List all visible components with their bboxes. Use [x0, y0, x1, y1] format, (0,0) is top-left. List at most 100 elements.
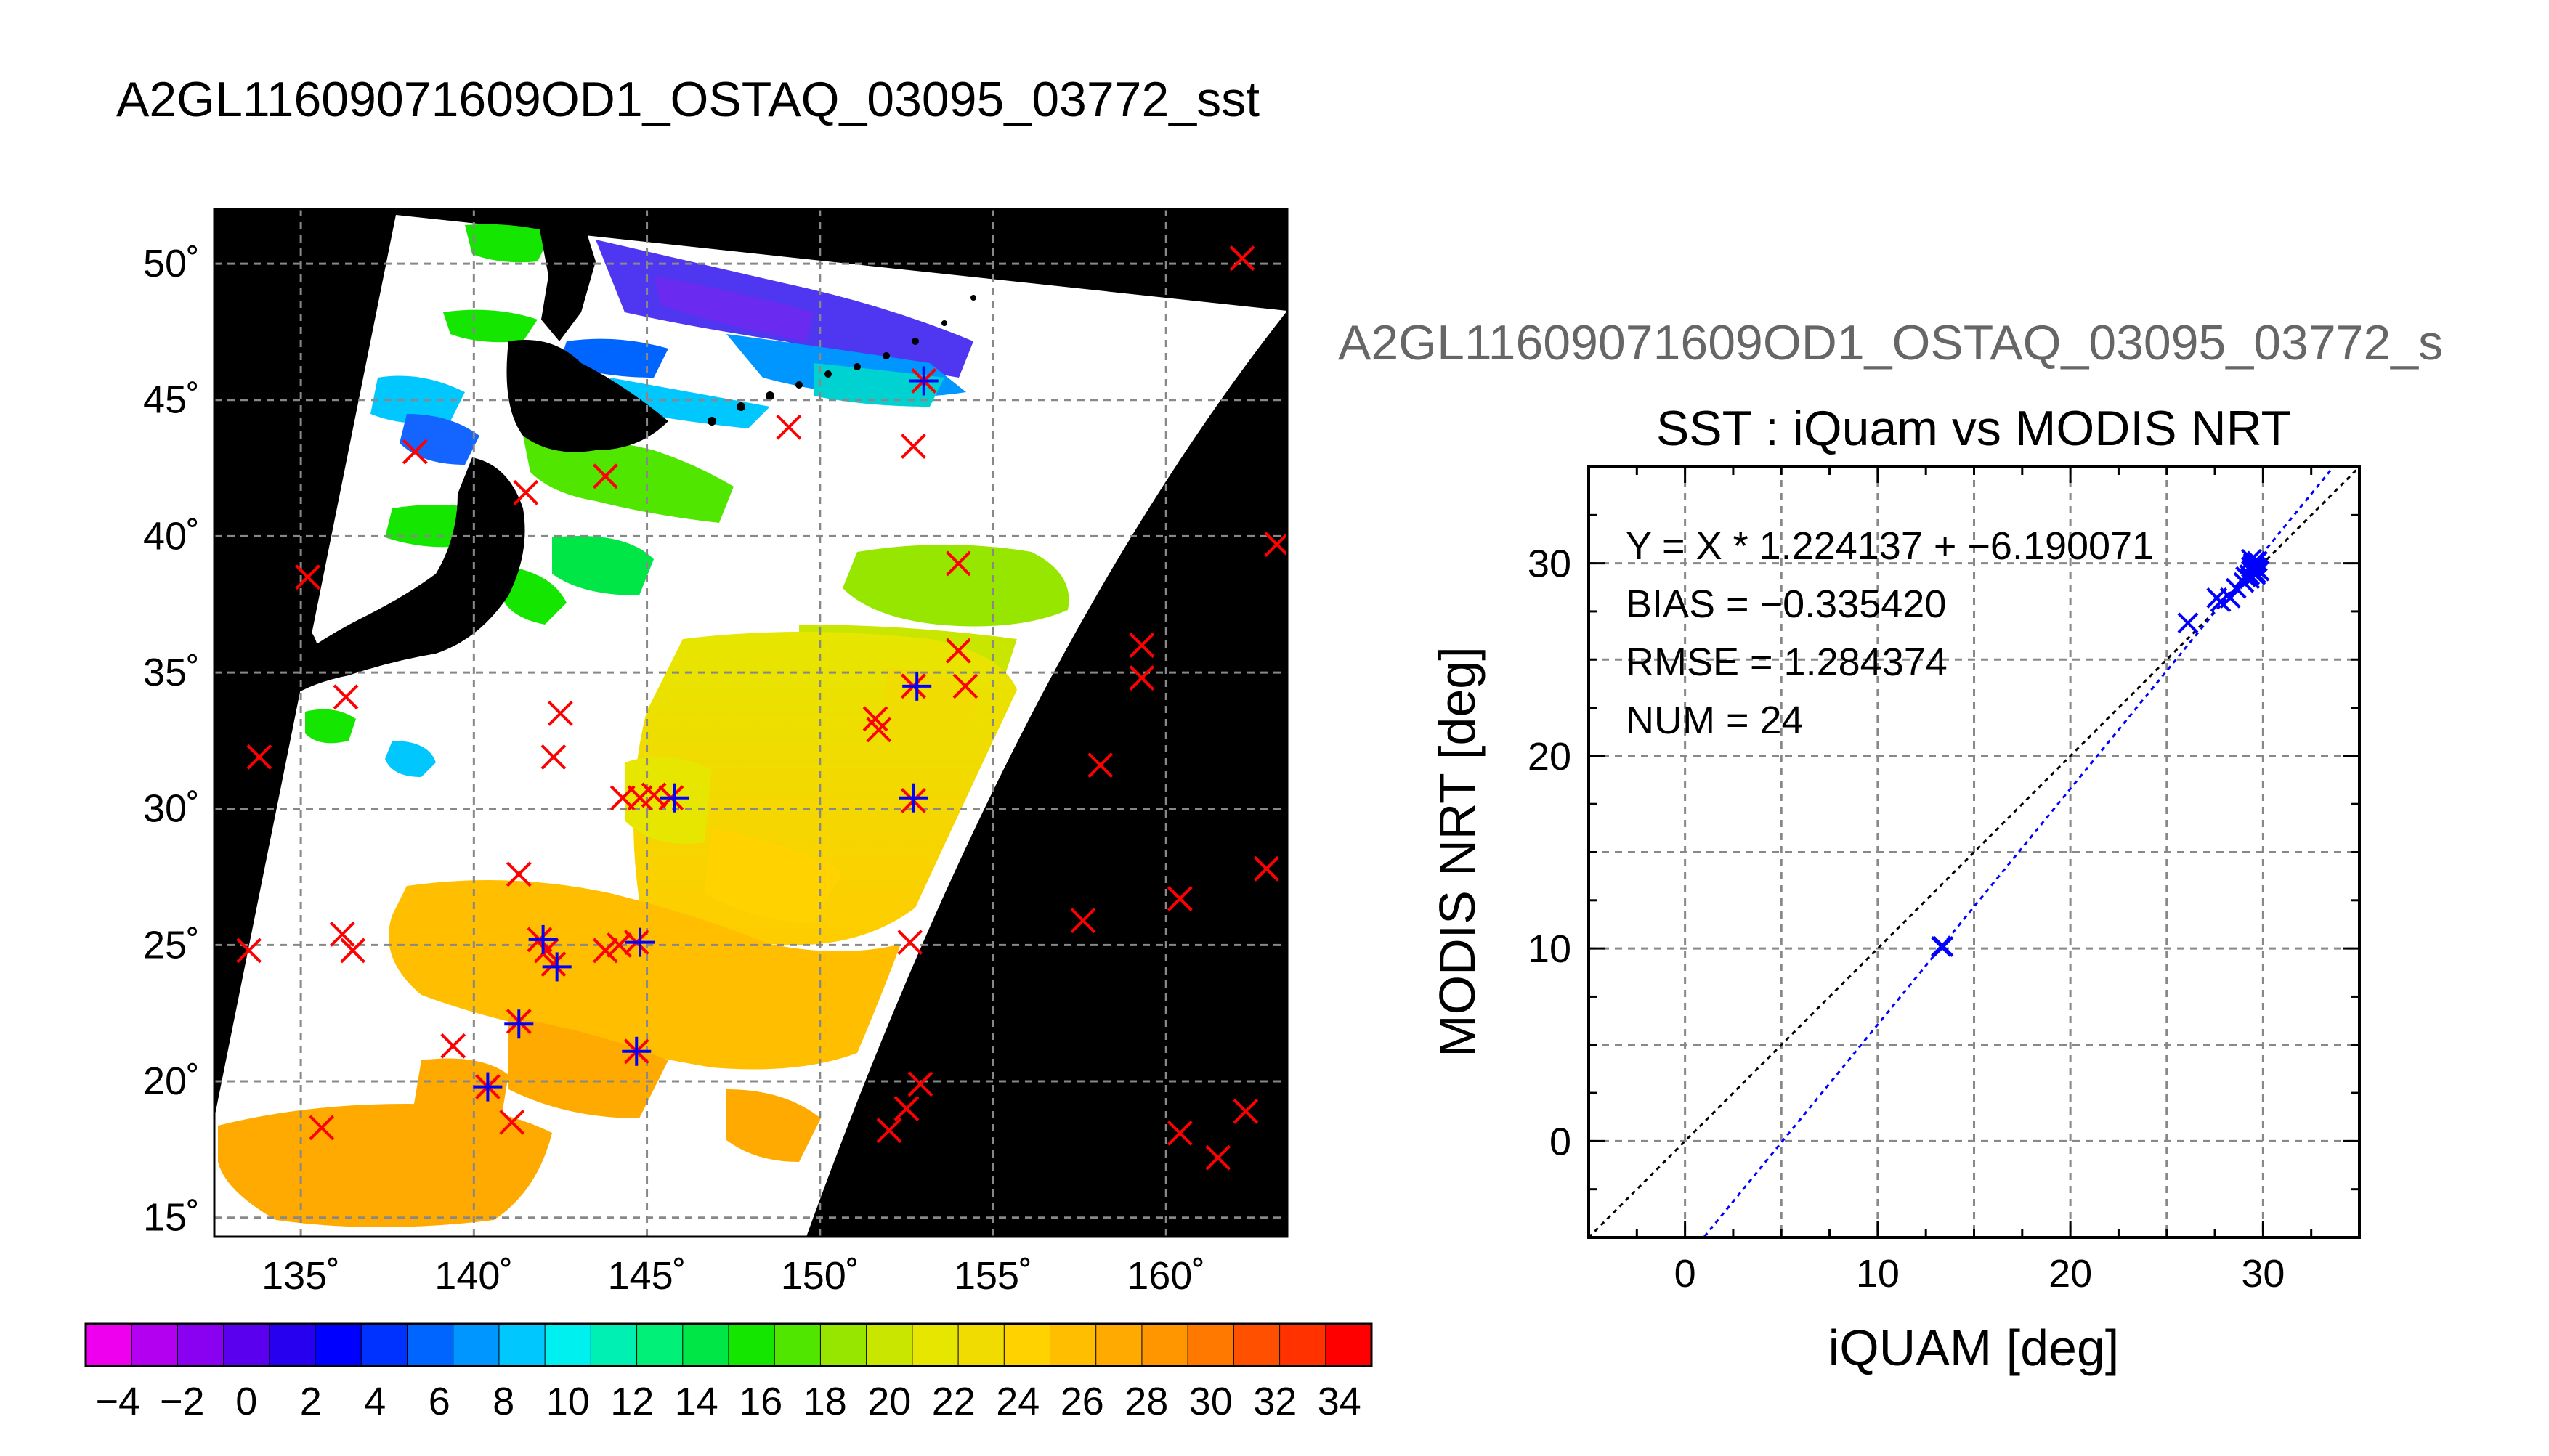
map-x-tick-label: 155˚	[954, 1254, 1032, 1298]
buoy-marker	[540, 951, 567, 977]
scatter-y-tick-label: 0	[1549, 1120, 1571, 1163]
scatter-title: SST : iQuam vs MODIS NRT	[1656, 401, 2291, 456]
buoy-marker	[1070, 908, 1096, 934]
colorbar-tick-label: 32	[1253, 1380, 1297, 1423]
colorbar-cell	[590, 1323, 638, 1367]
map-x-tick-label: 150˚	[781, 1254, 859, 1298]
map-y-tick-labels: 15˚ 20˚ 25˚ 30˚ 35˚ 40˚ 45˚ 50˚	[143, 242, 200, 1240]
colorbar-tick-label: 20	[867, 1380, 911, 1423]
scatter-point	[2242, 560, 2264, 582]
colorbar-cell	[819, 1323, 867, 1367]
scatter-plot: SST : iQuam vs MODIS NRT 0 10 20 300102030 …	[1429, 401, 2361, 1376]
colorbar-tick-label: 12	[610, 1380, 654, 1423]
colorbar-cell	[453, 1323, 500, 1367]
colorbar-cell	[682, 1323, 729, 1367]
matched-marker	[504, 1009, 534, 1039]
colorbar-cell	[315, 1323, 362, 1367]
map-x-tick-label: 140˚	[434, 1254, 513, 1298]
scatter-point	[1932, 936, 1954, 957]
map-x-tick-labels: 135˚ 140˚ 145˚ 150˚ 155˚ 160˚	[262, 1254, 1205, 1298]
scatter-y-tick-label: 30	[1528, 542, 1571, 586]
scatter-x-tick-label: 20	[2048, 1252, 2092, 1296]
colorbar: −4 −2 0 2 4 6 8 10 12 14 16 18 20 22 24 26 28 30 32 34	[84, 1322, 1373, 1423]
buoy-marker	[513, 479, 539, 505]
buoy-markers	[236, 245, 1287, 1171]
colorbar-cell	[1187, 1323, 1235, 1367]
scatter-y-tick-label: 10	[1528, 927, 1571, 971]
colorbar-tick-label: 10	[546, 1380, 590, 1423]
buoy-marker	[1253, 855, 1279, 882]
scatter-x-tick-label: 30	[2241, 1252, 2285, 1296]
colorbar-cell	[912, 1323, 960, 1367]
map-x-tick-label: 135˚	[262, 1254, 340, 1298]
page-title: A2GL11609071609OD1_OSTAQ_03095_03772_sst	[116, 72, 1260, 127]
colorbar-cell	[269, 1323, 317, 1367]
buoy-marker	[1167, 1120, 1193, 1146]
stats-regression: Y = X * 1.224137 + −6.190071	[1626, 524, 2154, 568]
matched-marker	[542, 952, 572, 982]
buoy-marker	[1233, 1098, 1259, 1124]
stats-rmse: RMSE = 1.284374	[1626, 640, 1948, 684]
buoy-marker	[1229, 245, 1255, 271]
colorbar-cell	[774, 1323, 822, 1367]
colorbar-tick-label: 22	[932, 1380, 976, 1423]
scatter-point	[2177, 612, 2199, 634]
colorbar-tick-label: 26	[1061, 1380, 1104, 1423]
buoy-marker	[440, 1033, 466, 1059]
matched-marker	[473, 1072, 503, 1102]
matched-marker	[528, 924, 558, 954]
colorbar-tick-label: 8	[493, 1380, 514, 1423]
colorbar-tick-label: 30	[1189, 1380, 1233, 1423]
buoy-marker	[548, 700, 573, 726]
buoy-marker	[1264, 532, 1287, 558]
colorbar-cell	[1141, 1323, 1189, 1367]
buoy-marker	[945, 638, 971, 664]
map-frame	[213, 208, 1289, 1238]
colorbar-cell	[1325, 1323, 1373, 1367]
scatter-points	[1930, 548, 2270, 957]
colorbar-cell	[636, 1323, 684, 1367]
colorbar-tick-label: 18	[803, 1380, 847, 1423]
map-y-tick-label: 50˚	[143, 242, 200, 285]
colorbar-cell	[407, 1323, 454, 1367]
colorbar-cell	[1095, 1323, 1143, 1367]
buoy-marker	[533, 938, 559, 964]
colorbar-tick-label: 6	[429, 1380, 450, 1423]
map-y-tick-label: 40˚	[143, 514, 200, 558]
buoy-marker	[1129, 665, 1155, 691]
matched-marker	[899, 783, 928, 813]
colorbar-cell	[866, 1323, 913, 1367]
scatter-y-tick-label: 20	[1528, 735, 1571, 778]
colorbar-tick-labels: −4 −2 0 2 4 6 8 10 12 14 16 18 20 22 24 26 28 30 32 34	[95, 1380, 1361, 1423]
buoy-marker	[309, 1115, 335, 1141]
colorbar-cell	[1279, 1323, 1326, 1367]
buoy-marker	[236, 938, 262, 964]
matched-markers	[473, 366, 939, 1102]
scatter-grid	[1589, 467, 2359, 1237]
scatter-subtitle: A2GL11609071609OD1_OSTAQ_03095_03772_s	[1338, 315, 2443, 370]
buoy-marker	[876, 1118, 902, 1144]
buoy-marker	[952, 673, 978, 699]
buoy-marker	[866, 717, 892, 743]
scatter-point	[2245, 553, 2266, 574]
colorbar-cell	[131, 1323, 179, 1367]
colorbar-tick-label: 14	[675, 1380, 718, 1423]
buoy-marker	[901, 434, 926, 459]
matched-marker	[625, 927, 655, 957]
scatter-ticks: 0 10 20 30 0 10 20 30	[1528, 465, 2361, 1296]
buoy-marker	[776, 414, 802, 440]
colorbar-tick-label: 4	[364, 1380, 386, 1423]
stats-bias: BIAS = −0.335420	[1626, 582, 1946, 626]
buoy-marker	[592, 938, 618, 964]
map-x-tick-label: 145˚	[608, 1254, 686, 1298]
buoy-marker	[333, 684, 359, 710]
map-graticule	[214, 209, 1287, 1237]
colorbar-cell	[223, 1323, 270, 1367]
map-y-tick-label: 30˚	[143, 787, 200, 831]
buoy-marker	[945, 550, 971, 577]
colorbar-tick-label: 2	[300, 1380, 322, 1423]
colorbar-cell	[1003, 1323, 1051, 1367]
colorbar-tick-label: −2	[160, 1380, 205, 1423]
buoy-marker	[1205, 1144, 1231, 1171]
